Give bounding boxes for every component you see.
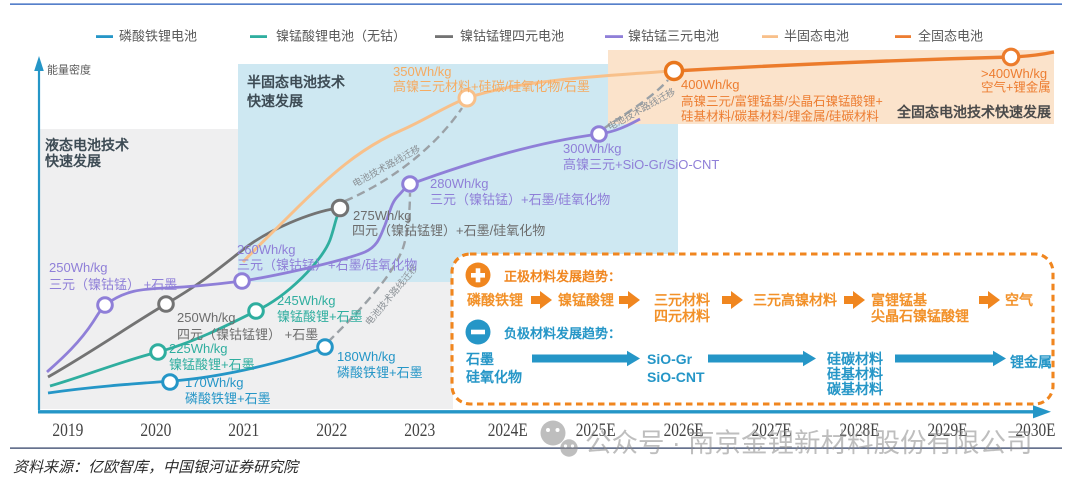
svg-text:三元（镍钴锰） +石墨: 三元（镍钴锰） +石墨 — [49, 277, 177, 292]
svg-text:245Wh/kg: 245Wh/kg — [277, 293, 336, 308]
svg-text:硅基材料/碳基材料/锂金属/硅碳材料: 硅基材料/碳基材料/锂金属/硅碳材料 — [681, 109, 879, 124]
svg-text:275Wh/kg: 275Wh/kg — [353, 208, 412, 223]
svg-text:能量密度: 能量密度 — [47, 63, 91, 77]
svg-text:400Wh/kg: 400Wh/kg — [681, 77, 740, 92]
svg-text:液态电池技术: 液态电池技术 — [45, 137, 129, 153]
svg-text:三元高镍材料: 三元高镍材料 — [753, 292, 837, 308]
svg-text:硅碳材料: 硅碳材料 — [827, 351, 883, 367]
svg-text:尖晶石镍锰酸锂: 尖晶石镍锰酸锂 — [871, 308, 969, 324]
svg-text:镍钴锰锂四元电池: 镍钴锰锂四元电池 — [460, 29, 564, 44]
svg-text:磷酸铁锂: 磷酸铁锂 — [467, 292, 523, 308]
svg-text:2030E: 2030E — [1016, 420, 1056, 441]
svg-text:磷酸铁锂+石墨: 磷酸铁锂+石墨 — [337, 365, 423, 380]
svg-text:富锂锰基: 富锂锰基 — [871, 292, 928, 308]
svg-text:全固态电池: 全固态电池 — [918, 29, 983, 44]
svg-text:280Wh/kg: 280Wh/kg — [430, 176, 489, 191]
svg-text:快速发展: 快速发展 — [45, 153, 101, 169]
svg-text:2027E: 2027E — [752, 420, 792, 441]
svg-text:180Wh/kg: 180Wh/kg — [337, 349, 396, 364]
svg-text:负极材料发展趋势：: 负极材料发展趋势： — [504, 326, 621, 341]
svg-text:全固态电池技术快速发展: 全固态电池技术快速发展 — [896, 104, 1051, 120]
svg-text:>400Wh/kg: >400Wh/kg — [981, 66, 1047, 81]
svg-text:350Wh/kg: 350Wh/kg — [393, 64, 452, 79]
svg-text:2020: 2020 — [140, 420, 171, 441]
svg-text:四元材料: 四元材料 — [654, 308, 710, 324]
svg-text:半固态电池技术: 半固态电池技术 — [247, 74, 345, 90]
svg-text:镍锰酸锂+石墨: 镍锰酸锂+石墨 — [277, 309, 363, 324]
svg-text:260Wh/kg: 260Wh/kg — [237, 242, 296, 257]
svg-text:磷酸铁锂+石墨: 磷酸铁锂+石墨 — [185, 391, 271, 406]
svg-text:公众号 · 南京金锂新材料股份有限公司: 公众号 · 南京金锂新材料股份有限公司 — [585, 428, 1033, 458]
svg-text:锂金属: 锂金属 — [1010, 354, 1052, 370]
svg-text:镍锰酸锂+石墨: 镍锰酸锂+石墨 — [169, 357, 255, 372]
svg-text:半固态电池: 半固态电池 — [784, 29, 849, 44]
svg-text:170Wh/kg: 170Wh/kg — [185, 375, 244, 390]
svg-text:快速发展: 快速发展 — [247, 93, 303, 109]
svg-text:石墨: 石墨 — [465, 351, 494, 367]
svg-text:空气+锂金属: 空气+锂金属 — [981, 80, 1051, 95]
svg-text:300Wh/kg: 300Wh/kg — [563, 141, 622, 156]
svg-text:250Wh/kg: 250Wh/kg — [49, 260, 108, 275]
svg-text:高镍三元材料+硅碳/硅氧化物/石墨: 高镍三元材料+硅碳/硅氧化物/石墨 — [393, 79, 590, 94]
svg-text:2025E: 2025E — [576, 420, 616, 441]
svg-text:SiO-CNT: SiO-CNT — [647, 369, 705, 385]
svg-text:250Wh/kg: 250Wh/kg — [177, 310, 236, 325]
svg-text:三元（镍钴锰）+石墨/硅氧化物: 三元（镍钴锰）+石墨/硅氧化物 — [430, 192, 610, 207]
svg-text:2026E: 2026E — [664, 420, 704, 441]
svg-text:高镍三元+SiO-Gr/SiO-CNT: 高镍三元+SiO-Gr/SiO-CNT — [563, 157, 719, 172]
svg-text:2019: 2019 — [52, 420, 83, 441]
svg-text:空气: 空气 — [1005, 292, 1033, 308]
svg-text:2023: 2023 — [404, 420, 435, 441]
svg-text:硅氧化物: 硅氧化物 — [466, 369, 522, 385]
svg-text:磷酸铁锂电池: 磷酸铁锂电池 — [119, 29, 197, 44]
svg-text:三元材料: 三元材料 — [654, 292, 710, 308]
svg-text:镍锰酸锂: 镍锰酸锂 — [558, 292, 614, 308]
svg-text:镍钴锰三元电池: 镍钴锰三元电池 — [628, 29, 719, 44]
svg-text:镍锰酸锂电池（无钴）: 镍锰酸锂电池（无钴） — [276, 29, 406, 44]
svg-text:2022: 2022 — [316, 420, 347, 441]
svg-text:高镍三元/富锂锰基/尖晶石镍锰酸锂+: 高镍三元/富锂锰基/尖晶石镍锰酸锂+ — [681, 94, 883, 109]
svg-text:三元（镍钴锰）+石墨/硅氧化物: 三元（镍钴锰）+石墨/硅氧化物 — [237, 258, 417, 273]
svg-text:碳基材料: 碳基材料 — [827, 381, 883, 397]
svg-text:资料来源：亿欧智库，中国银河证券研究院: 资料来源：亿欧智库，中国银河证券研究院 — [13, 459, 300, 476]
svg-text:四元（镍钴锰锂） +石墨: 四元（镍钴锰锂） +石墨 — [177, 327, 318, 342]
svg-text:2024E: 2024E — [488, 420, 528, 441]
svg-text:正极材料发展趋势：: 正极材料发展趋势： — [504, 269, 621, 284]
svg-text:2029E: 2029E — [928, 420, 968, 441]
svg-text:SiO-Gr: SiO-Gr — [647, 351, 693, 367]
svg-text:2028E: 2028E — [840, 420, 880, 441]
svg-text:2021: 2021 — [228, 420, 259, 441]
svg-text:225Wh/kg: 225Wh/kg — [169, 341, 228, 356]
svg-text:硅基材料: 硅基材料 — [827, 366, 883, 382]
svg-text:四元（镍钴锰锂）+石墨/硅氧化物: 四元（镍钴锰锂）+石墨/硅氧化物 — [352, 223, 545, 238]
